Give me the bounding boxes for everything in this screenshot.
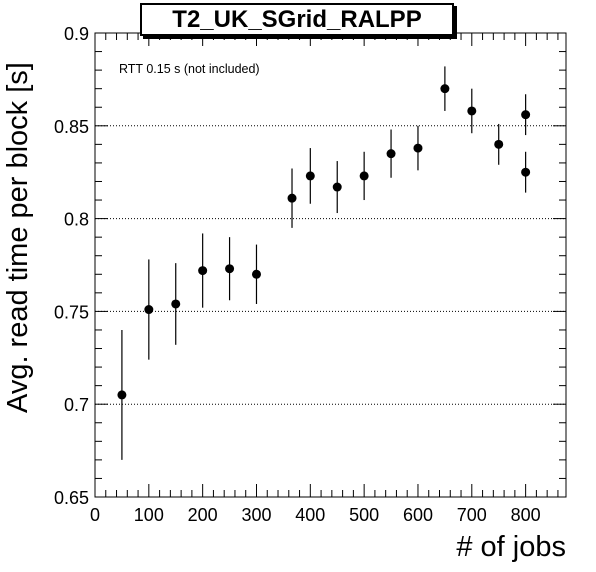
data-point xyxy=(171,299,181,309)
data-point xyxy=(332,182,342,192)
y-tick-label: 0.9 xyxy=(64,24,89,44)
grid-lines xyxy=(95,125,566,405)
data-point xyxy=(117,390,127,400)
data-points xyxy=(117,66,531,460)
data-point xyxy=(225,264,235,274)
y-tick-label: 0.8 xyxy=(64,210,89,230)
x-tick-label: 600 xyxy=(403,505,433,525)
x-tick-label: 500 xyxy=(349,505,379,525)
y-tick-label: 0.65 xyxy=(54,488,89,508)
x-tick-label: 400 xyxy=(295,505,325,525)
data-point xyxy=(198,266,208,276)
data-point xyxy=(144,305,154,315)
y-tick-label: 0.7 xyxy=(64,395,89,415)
plot-frame xyxy=(94,32,567,498)
data-point xyxy=(521,167,531,177)
data-point xyxy=(521,110,531,120)
y-tick-label: 0.75 xyxy=(54,302,89,322)
x-tick-label: 300 xyxy=(241,505,271,525)
data-point xyxy=(386,149,396,159)
x-axis-label: # of jobs xyxy=(456,531,566,563)
x-tick-label: 800 xyxy=(511,505,541,525)
data-point xyxy=(251,269,261,279)
data-point xyxy=(305,171,315,181)
data-point xyxy=(494,139,504,149)
annotation-text: RTT 0.15 s (not included) xyxy=(119,62,260,76)
data-point xyxy=(440,84,450,94)
y-axis-label: Avg. read time per block [s] xyxy=(2,62,34,413)
data-point xyxy=(467,106,477,116)
data-point xyxy=(359,171,369,181)
x-tick-label: 0 xyxy=(90,505,100,525)
data-point xyxy=(287,193,297,203)
x-tick-label: 700 xyxy=(457,505,487,525)
x-tick-label: 100 xyxy=(134,505,164,525)
axis-ticks: 0.65 0.7 0.75 0.8 0.85 0.9 0 100 200 300 400 500 600… xyxy=(54,24,566,525)
chart-title: T2_UK_SGrid_RALPP xyxy=(140,3,454,36)
x-tick-label: 200 xyxy=(188,505,218,525)
data-point xyxy=(413,143,423,153)
y-tick-label: 0.85 xyxy=(54,117,89,137)
